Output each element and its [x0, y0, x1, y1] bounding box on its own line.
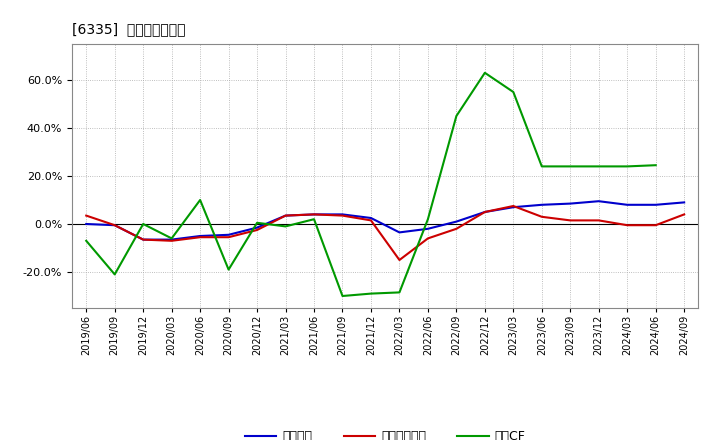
営業CF [82, 238, 91, 243]
営業CF [566, 164, 575, 169]
経常利益 [310, 212, 318, 217]
営業CF [652, 162, 660, 168]
営業CF [310, 216, 318, 222]
営業CF [253, 220, 261, 225]
Line: 経常利益: 経常利益 [86, 201, 684, 240]
当期経常利益 [110, 223, 119, 228]
当期経常利益 [225, 235, 233, 240]
経常利益 [196, 233, 204, 238]
当期経常利益 [253, 227, 261, 233]
経常利益 [652, 202, 660, 207]
Line: 営業CF: 営業CF [86, 73, 656, 296]
経常利益 [452, 219, 461, 224]
営業CF [282, 224, 290, 229]
Line: 当期経常利益: 当期経常利益 [86, 206, 684, 260]
経常利益 [338, 212, 347, 217]
経常利益 [395, 230, 404, 235]
当期経常利益 [652, 223, 660, 228]
営業CF [395, 290, 404, 295]
当期経常利益 [196, 235, 204, 240]
経常利益 [509, 205, 518, 210]
当期経常利益 [537, 214, 546, 220]
当期経常利益 [139, 237, 148, 242]
当期経常利益 [595, 218, 603, 223]
営業CF [509, 89, 518, 95]
経常利益 [366, 215, 375, 220]
当期経常利益 [366, 218, 375, 223]
営業CF [338, 293, 347, 299]
経常利益 [480, 209, 489, 215]
当期経常利益 [395, 257, 404, 263]
経常利益 [595, 198, 603, 204]
経常利益 [139, 237, 148, 242]
当期経常利益 [82, 213, 91, 218]
営業CF [623, 164, 631, 169]
当期経常利益 [310, 212, 318, 217]
経常利益 [253, 225, 261, 230]
経常利益 [82, 221, 91, 227]
当期経常利益 [566, 218, 575, 223]
当期経常利益 [480, 209, 489, 215]
経常利益 [537, 202, 546, 207]
Legend: 経常利益, 当期経常利益, 営業CF: 経常利益, 当期経常利益, 営業CF [240, 425, 531, 440]
当期経常利益 [423, 236, 432, 241]
経常利益 [225, 232, 233, 238]
経常利益 [680, 200, 688, 205]
営業CF [139, 221, 148, 227]
経常利益 [167, 237, 176, 242]
営業CF [167, 236, 176, 241]
経常利益 [423, 226, 432, 231]
営業CF [537, 164, 546, 169]
営業CF [366, 291, 375, 296]
営業CF [196, 198, 204, 203]
当期経常利益 [167, 238, 176, 243]
経常利益 [623, 202, 631, 207]
営業CF [480, 70, 489, 75]
経常利益 [110, 223, 119, 228]
当期経常利益 [338, 213, 347, 218]
経常利益 [282, 213, 290, 218]
営業CF [225, 267, 233, 272]
当期経常利益 [680, 212, 688, 217]
当期経常利益 [509, 203, 518, 209]
営業CF [595, 164, 603, 169]
経常利益 [566, 201, 575, 206]
営業CF [452, 114, 461, 119]
当期経常利益 [623, 223, 631, 228]
営業CF [110, 272, 119, 277]
営業CF [423, 216, 432, 222]
Text: [6335]  マージンの推移: [6335] マージンの推移 [72, 22, 186, 36]
当期経常利益 [282, 213, 290, 218]
当期経常利益 [452, 226, 461, 231]
